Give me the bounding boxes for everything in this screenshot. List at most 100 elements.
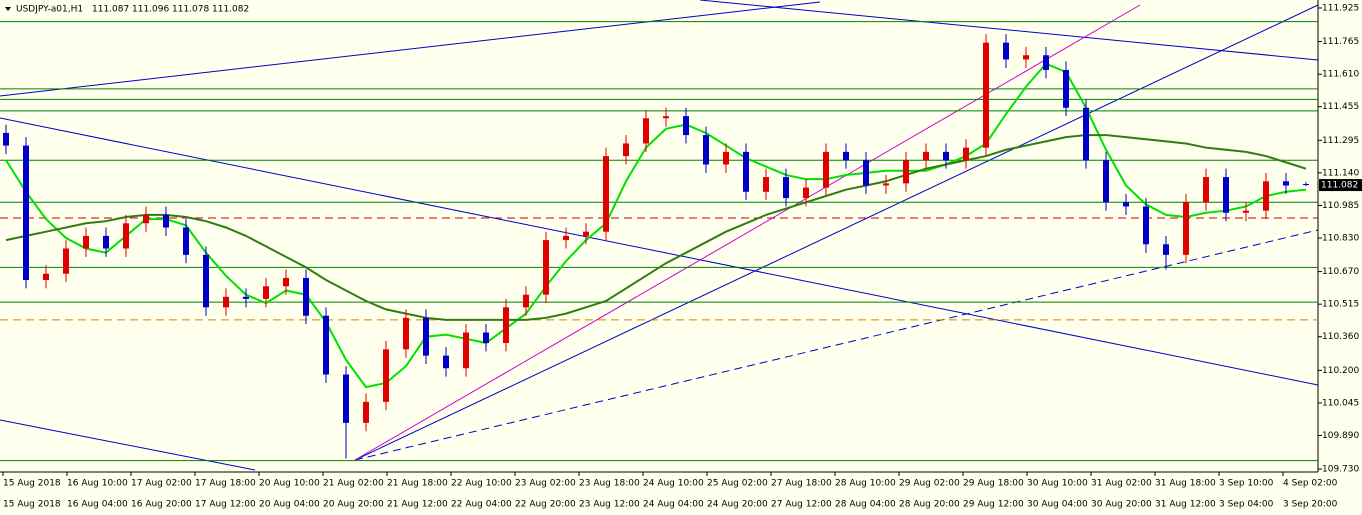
candle-body (243, 296, 249, 299)
candle-body (1183, 202, 1189, 255)
trendline (354, 4, 1319, 461)
x-tick-label: 3 Sep 20:00 (1283, 500, 1338, 510)
moving-average (5, 134, 1307, 321)
x-tick-label: 3 Sep 04:00 (1219, 500, 1274, 510)
candle-body (203, 254, 209, 308)
y-tick-label: 110.360 (1322, 332, 1359, 342)
quote-close: 111.082 (212, 5, 249, 15)
x-tick-label: 15 Aug 2018 (3, 479, 61, 489)
candle-body (163, 214, 169, 228)
y-tick-label: 110.670 (1322, 267, 1359, 277)
candle-body (463, 332, 469, 369)
candle-body (1223, 177, 1229, 213)
candle-body (923, 151, 929, 161)
candle-body (1143, 206, 1149, 245)
x-tick-label: 17 Aug 02:00 (131, 479, 192, 489)
candle-body (1003, 42, 1009, 60)
candle-body (1243, 210, 1249, 213)
candle-body (963, 147, 969, 161)
trendline (0, 117, 1319, 386)
x-tick-label: 27 Aug 18:00 (771, 479, 832, 489)
x-tick-label: 22 Aug 10:00 (451, 479, 512, 489)
trendline (354, 229, 1319, 461)
x-tick-label: 23 Aug 02:00 (515, 479, 576, 489)
symbol: USDJPY-a01,H1 (16, 5, 83, 15)
candle-body (543, 240, 549, 295)
candle-body (1083, 107, 1089, 161)
candle-body (323, 315, 329, 375)
candle-body (283, 277, 289, 287)
candle-body (1263, 181, 1269, 211)
candle-body (483, 332, 489, 344)
x-tick-label: 29 Aug 12:00 (963, 500, 1024, 510)
candle-body (863, 160, 869, 186)
candle-body (1203, 177, 1209, 203)
candle-body (603, 156, 609, 232)
y-tick-label: 111.925 (1322, 3, 1359, 13)
candle-body (1023, 55, 1029, 60)
trendline (699, 0, 1319, 61)
x-tick-label: 28 Aug 20:00 (899, 500, 960, 510)
y-tick-label: 110.515 (1322, 300, 1359, 310)
candle-body (3, 132, 9, 146)
x-tick-label: 31 Aug 12:00 (1155, 500, 1216, 510)
x-tick-label: 3 Sep 10:00 (1219, 479, 1274, 489)
candle-body (703, 135, 709, 165)
candle-body (883, 183, 889, 186)
trendline (0, 419, 256, 471)
quote-open: 111.087 (92, 5, 129, 15)
candle-body (223, 296, 229, 308)
y-tick-label: 111.455 (1322, 102, 1359, 112)
candle-body (523, 294, 529, 308)
candle-body (263, 286, 269, 299)
moving-average (5, 62, 1307, 389)
y-tick-label: 111.610 (1322, 70, 1359, 80)
x-tick-label: 31 Aug 18:00 (1155, 479, 1216, 489)
candle-body (623, 143, 629, 157)
candle-body (183, 227, 189, 255)
candle-body (363, 401, 369, 423)
x-tick-label: 17 Aug 12:00 (195, 500, 256, 510)
candle-body (683, 116, 689, 136)
x-tick-label: 17 Aug 18:00 (195, 479, 256, 489)
x-tick-label: 21 Aug 02:00 (323, 479, 384, 489)
candle-body (1043, 55, 1049, 70)
candle-body (1123, 202, 1129, 207)
x-tick-label: 23 Aug 12:00 (579, 500, 640, 510)
x-tick-label: 16 Aug 04:00 (67, 500, 128, 510)
y-tick-label: 109.890 (1322, 431, 1359, 441)
y-tick-label: 110.830 (1322, 233, 1359, 243)
x-tick-label: 20 Aug 04:00 (259, 500, 320, 510)
candle-body (643, 118, 649, 144)
x-tick-label: 28 Aug 10:00 (835, 479, 896, 489)
x-tick-label: 22 Aug 20:00 (515, 500, 576, 510)
candle-body (83, 235, 89, 249)
candle-body (403, 317, 409, 350)
x-tick-label: 22 Aug 04:00 (451, 500, 512, 510)
candle-body (743, 151, 749, 192)
candle-body (123, 223, 129, 249)
x-tick-label: 30 Aug 20:00 (1091, 500, 1152, 510)
candle-body (563, 235, 569, 241)
candle-body (583, 231, 589, 236)
y-tick-label: 110.985 (1322, 201, 1359, 211)
x-tick-label: 29 Aug 18:00 (963, 479, 1024, 489)
x-tick-label: 27 Aug 12:00 (771, 500, 832, 510)
candle-body (1063, 69, 1069, 108)
candle-body (503, 307, 509, 344)
candle-body (103, 235, 109, 249)
x-tick-label: 21 Aug 12:00 (387, 500, 448, 510)
candle-body (423, 317, 429, 356)
candle-body (23, 145, 29, 281)
x-tick-label: 24 Aug 10:00 (643, 479, 704, 489)
header-arrow (5, 7, 11, 11)
candle-body (143, 214, 149, 224)
candle-body (903, 160, 909, 184)
x-tick-label: 30 Aug 04:00 (1027, 500, 1088, 510)
candle-body (763, 177, 769, 192)
y-tick-label: 111.140 (1322, 168, 1359, 178)
y-tick-label: 110.200 (1322, 366, 1359, 376)
candle-body (63, 248, 69, 274)
